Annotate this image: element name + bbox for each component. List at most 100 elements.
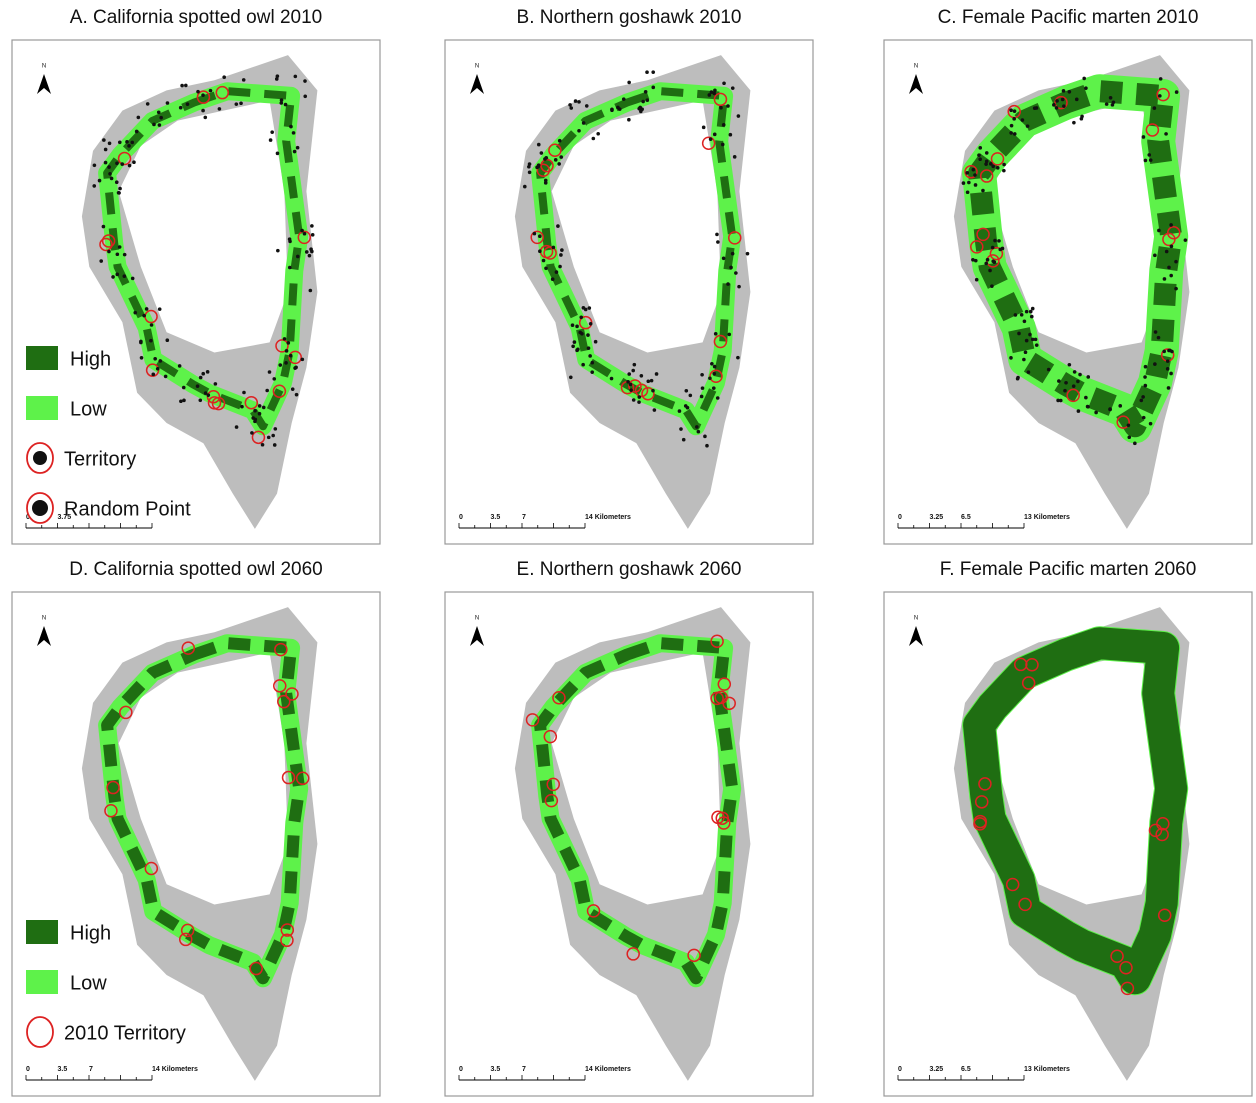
random-point <box>1031 338 1035 342</box>
random-point <box>1031 307 1035 311</box>
random-point <box>629 383 633 387</box>
random-point <box>1143 375 1147 379</box>
random-point <box>558 139 562 143</box>
random-point <box>1002 169 1006 173</box>
random-point <box>712 372 716 376</box>
random-point <box>542 259 546 263</box>
random-point <box>179 399 183 403</box>
random-point <box>701 386 705 390</box>
random-point <box>679 427 683 431</box>
north-label: N <box>42 64 46 70</box>
random-point <box>559 155 563 159</box>
random-point <box>1013 109 1017 113</box>
random-point <box>1028 333 1032 337</box>
north-label: N <box>914 616 918 622</box>
random-point <box>991 246 995 250</box>
random-point <box>577 100 581 104</box>
random-point <box>262 406 266 410</box>
scale-label: 14 Kilometers <box>585 514 631 521</box>
random-point <box>1167 266 1171 270</box>
random-point <box>153 357 157 361</box>
random-point <box>644 90 648 94</box>
random-point <box>196 384 200 388</box>
random-point <box>1108 407 1112 411</box>
random-point <box>201 372 205 376</box>
random-point <box>284 103 288 107</box>
random-point <box>179 106 183 110</box>
random-point <box>587 346 591 350</box>
random-point <box>1158 94 1162 98</box>
random-point <box>1166 367 1170 371</box>
scale-label: 3.5 <box>58 1066 68 1073</box>
random-point <box>569 106 573 110</box>
random-point <box>180 84 184 88</box>
random-point <box>568 103 572 107</box>
random-point <box>1105 102 1109 106</box>
random-point <box>92 184 96 188</box>
random-point <box>1024 350 1028 354</box>
random-point <box>573 340 577 344</box>
random-point <box>294 75 298 79</box>
scale-label: 7 <box>522 514 526 521</box>
random-point <box>579 315 583 319</box>
random-point <box>115 273 119 277</box>
random-point <box>590 361 594 365</box>
random-point <box>287 341 291 345</box>
scale-label: 6.5 <box>961 514 971 521</box>
random-point <box>645 98 649 102</box>
random-point <box>653 408 657 412</box>
scale-label: 13 Kilometers <box>1024 1066 1070 1073</box>
random-point <box>1055 106 1059 110</box>
random-point <box>125 140 129 144</box>
random-point <box>1077 409 1081 413</box>
random-point <box>638 106 642 110</box>
random-point <box>158 123 162 127</box>
random-point <box>708 376 712 380</box>
random-point <box>1009 108 1013 112</box>
random-point <box>1013 132 1017 136</box>
random-point <box>240 405 244 409</box>
random-point <box>152 123 156 127</box>
random-point <box>1159 77 1163 81</box>
random-point <box>1033 106 1037 110</box>
random-point <box>1014 313 1018 317</box>
random-point <box>128 164 132 168</box>
random-point <box>116 252 120 256</box>
random-point <box>646 379 650 383</box>
random-point <box>975 278 979 282</box>
random-point <box>1080 115 1084 119</box>
random-point <box>552 246 556 250</box>
random-point <box>1084 86 1088 90</box>
random-point <box>235 102 239 106</box>
random-point <box>107 165 111 169</box>
random-point <box>204 391 208 395</box>
random-point <box>1109 96 1113 100</box>
random-point <box>102 225 106 229</box>
random-point <box>990 284 994 288</box>
random-point <box>139 341 143 345</box>
random-point <box>592 137 596 141</box>
random-point <box>981 189 985 193</box>
random-point <box>98 179 102 183</box>
random-point <box>1169 274 1173 278</box>
north-label: N <box>475 64 479 70</box>
random-point <box>729 266 733 270</box>
random-point <box>289 354 293 358</box>
random-point <box>1068 363 1072 367</box>
legend-label: Random Point <box>64 498 191 520</box>
random-point <box>1078 373 1082 377</box>
random-point <box>1118 404 1122 408</box>
random-point <box>1073 370 1077 374</box>
random-point <box>186 102 190 106</box>
random-point <box>242 391 246 395</box>
legend-label: Low <box>70 398 107 420</box>
random-point <box>582 306 586 310</box>
scale-label: 13 Kilometers <box>1024 514 1070 521</box>
random-point <box>1153 106 1157 110</box>
random-point <box>303 232 307 236</box>
random-point <box>571 344 575 348</box>
random-point <box>1165 250 1169 254</box>
random-point <box>1153 362 1157 366</box>
random-point <box>253 418 257 422</box>
random-point <box>250 431 254 435</box>
